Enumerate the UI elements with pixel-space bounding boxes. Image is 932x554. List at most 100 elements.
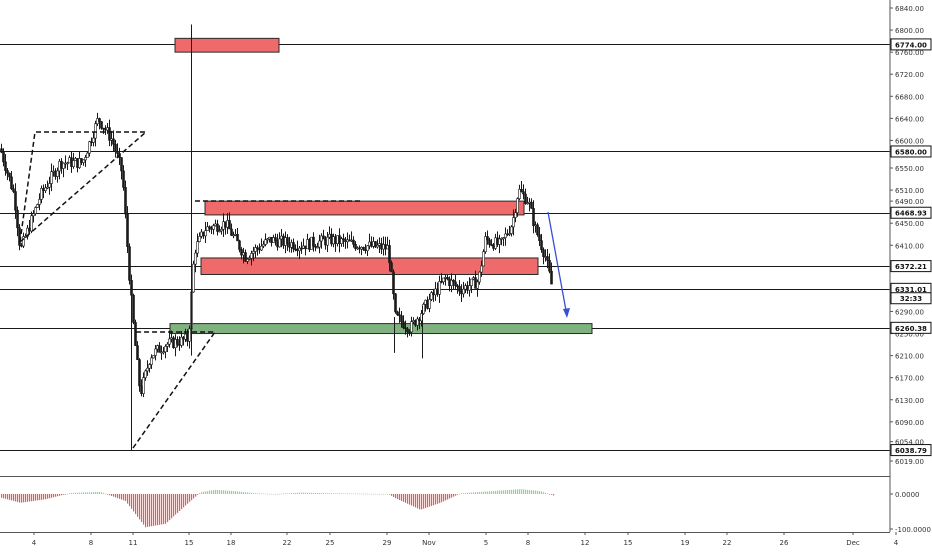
oscillator-bar: [131, 494, 133, 509]
oscillator-bar: [13, 494, 15, 501]
candle-body: [262, 244, 265, 247]
oscillator-bar: [491, 491, 493, 494]
oscillator-bar: [105, 493, 107, 495]
candle-body: [204, 230, 207, 237]
oscillator-bar: [285, 493, 287, 495]
candle-body: [400, 315, 403, 323]
oscillator-bar: [249, 492, 251, 494]
candle-body: [210, 227, 213, 230]
oscillator-bar: [123, 494, 125, 501]
oscillator-bar: [517, 489, 519, 494]
oscillator-bar: [499, 490, 501, 494]
support-zone[interactable]: [169, 323, 593, 335]
oscillator-bar: [95, 492, 97, 494]
oscillator-bar: [339, 493, 341, 495]
oscillator-bar: [127, 494, 129, 504]
oscillator-bar: [529, 490, 531, 494]
oscillator-bar: [179, 494, 181, 511]
oscillator-bar: [267, 493, 269, 495]
projection-arrow[interactable]: [547, 211, 568, 317]
oscillator-bar: [479, 491, 481, 494]
candle-body: [520, 188, 523, 192]
candle-body: [318, 240, 321, 248]
time-tick-label: 22: [283, 539, 292, 547]
oscillator-bar: [373, 493, 375, 495]
oscillator-bar: [509, 489, 511, 494]
candle-body: [136, 345, 139, 360]
oscillator-bar: [241, 491, 243, 494]
oscillator-bar: [47, 494, 49, 499]
candle-body: [516, 198, 519, 213]
trend-line-drawing[interactable]: [132, 331, 217, 449]
candle-body: [402, 321, 405, 329]
oscillator-bar: [171, 494, 173, 519]
candle-body: [232, 234, 235, 237]
oscillator-bar: [35, 494, 37, 501]
oscillator-bar: [511, 489, 513, 494]
oscillator-bar: [239, 491, 241, 494]
candle-body: [482, 251, 485, 267]
candle-body: [314, 245, 317, 248]
price-tick-label: 6840.00: [895, 5, 924, 13]
trend-line-drawing[interactable]: [19, 131, 148, 243]
candle-body: [68, 157, 71, 164]
oscillator-bar: [183, 494, 185, 508]
candle-body: [374, 241, 377, 248]
oscillator-bar: [43, 494, 45, 500]
oscillator-bar: [177, 494, 179, 513]
time-tick-label: 18: [227, 539, 236, 547]
time-tick-label: 11: [129, 539, 138, 547]
candle-body: [442, 277, 445, 283]
oscillator-bar: [457, 494, 459, 495]
oscillator-bar: [133, 494, 135, 512]
oscillator-bar: [41, 494, 43, 500]
price-badge-label: 32:33: [900, 295, 922, 303]
price-badge-label: 6260.38: [895, 325, 927, 333]
candle-body: [32, 213, 35, 217]
resistance-zone[interactable]: [174, 37, 280, 53]
candle-body: [92, 137, 95, 143]
oscillator-bar: [331, 493, 333, 494]
price-axis: 6840.00 6800.00 6760.00 6720.00 6680.00 6640.…: [0, 0, 924, 533]
candle-body: [410, 321, 413, 333]
oscillator-bar: [297, 492, 299, 494]
oscillator-bar: [341, 493, 343, 495]
candle-body: [164, 346, 167, 353]
oscillator-bar: [237, 491, 239, 494]
oscillator-bar: [383, 493, 385, 495]
oscillator-bar: [15, 494, 17, 502]
oscillator-bar: [139, 494, 141, 520]
time-tick-label: 25: [326, 539, 335, 547]
oscillator-bar: [247, 492, 249, 494]
oscillator-bar: [49, 494, 51, 499]
time-tick-label: 5: [484, 539, 488, 547]
resistance-zone[interactable]: [200, 257, 539, 276]
candle-body: [36, 204, 39, 208]
candle-body: [124, 187, 127, 215]
candle-body: [252, 251, 255, 254]
candle-body: [322, 235, 325, 240]
oscillator-bar: [533, 490, 535, 494]
oscillator-bar: [83, 492, 85, 494]
oscillator-bar: [129, 494, 131, 507]
oscillator-bar: [251, 492, 253, 494]
oscillator-bar: [111, 494, 113, 496]
candle-body: [478, 271, 481, 283]
candle-body: [126, 213, 129, 247]
oscillator-bar: [269, 493, 271, 495]
time-tick-label: 4: [32, 539, 37, 547]
oscillator-bar: [463, 493, 465, 494]
candle-body: [226, 220, 229, 228]
candle-body: [112, 138, 115, 145]
candle-body: [144, 370, 147, 379]
price-tick-label: 6490.00: [895, 198, 924, 206]
candle-body: [172, 337, 175, 348]
oscillator-bar: [161, 494, 163, 525]
candle-body: [248, 258, 251, 260]
resistance-zone[interactable]: [204, 200, 525, 216]
oscillator-bar: [311, 492, 313, 494]
candle-body: [388, 245, 391, 264]
oscillator-bar: [1, 494, 3, 498]
